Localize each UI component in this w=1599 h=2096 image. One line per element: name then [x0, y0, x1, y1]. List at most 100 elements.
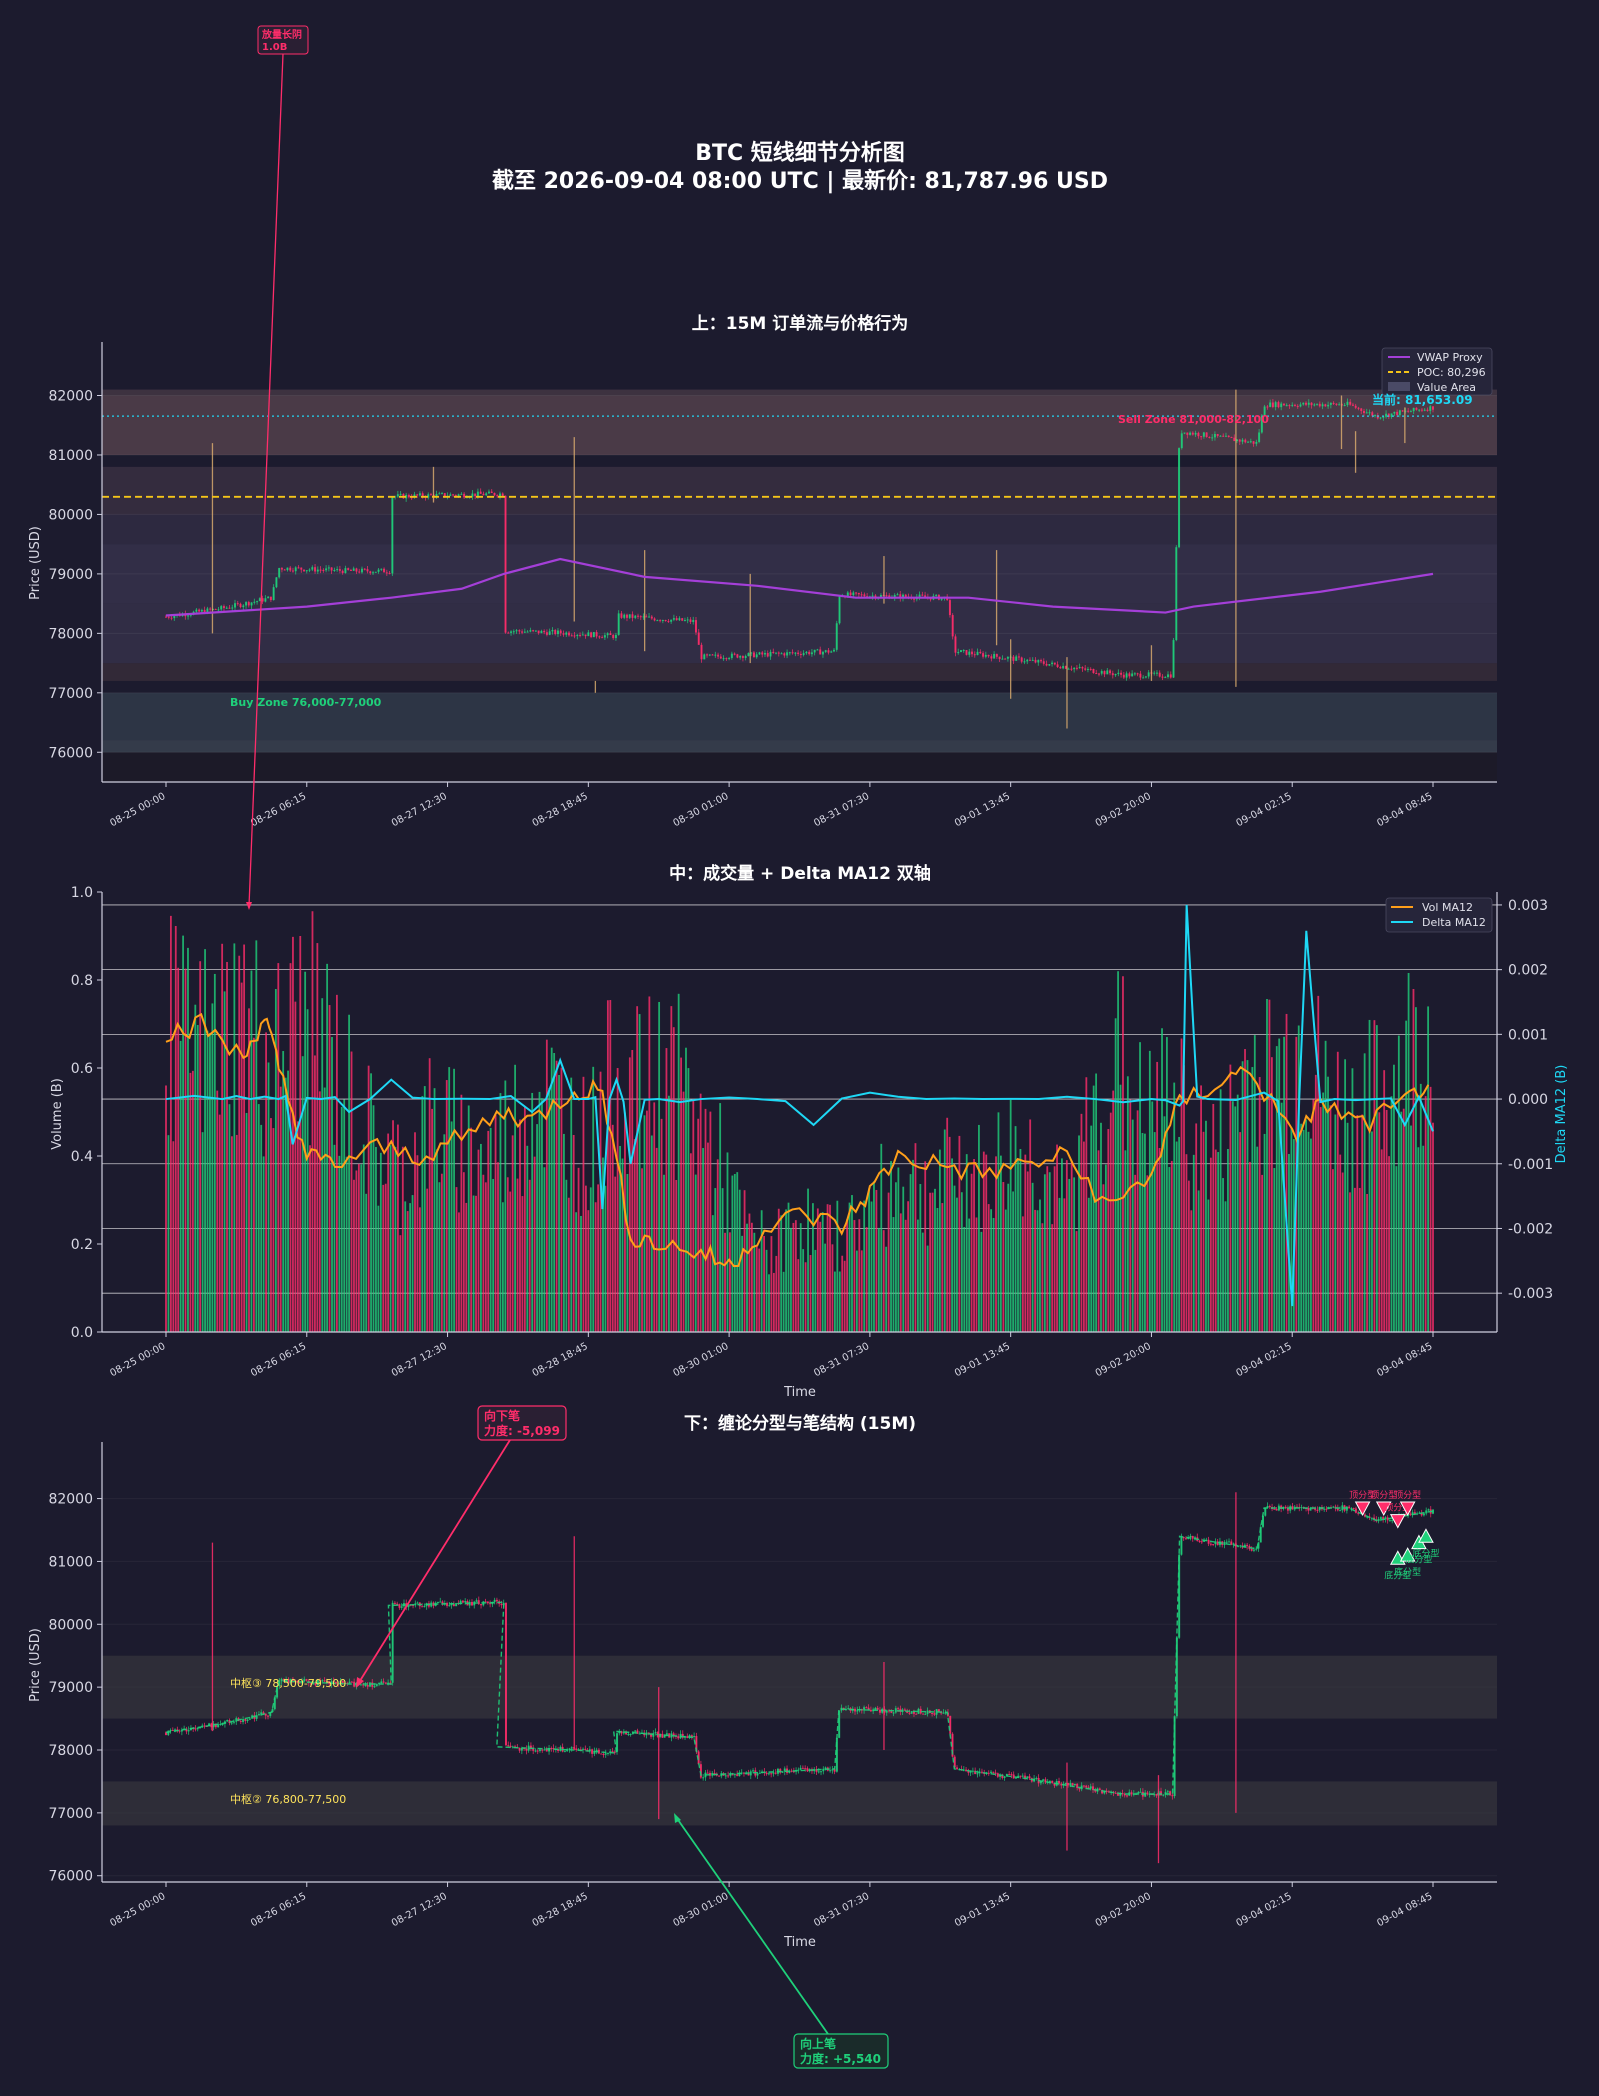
candle-body	[416, 1602, 419, 1604]
volume-bar	[194, 1004, 197, 1332]
volume-bar	[1046, 1166, 1049, 1332]
volume-bar	[1234, 1106, 1237, 1332]
candle-body	[623, 614, 626, 618]
candle-body	[867, 1707, 870, 1710]
candle-body	[499, 493, 502, 497]
volume-bar	[892, 1217, 895, 1332]
candle-body	[656, 620, 659, 622]
volume-bar	[851, 1195, 853, 1332]
candle-body	[636, 1730, 639, 1734]
candle-body	[1274, 402, 1277, 407]
candle-body	[815, 1769, 818, 1772]
candle-body	[264, 1713, 267, 1716]
candle-body	[170, 617, 173, 619]
candle-body	[316, 569, 319, 572]
candle-body	[1087, 1787, 1090, 1789]
volume-bar	[433, 1088, 436, 1332]
volume-bar	[794, 1220, 797, 1332]
candle-body	[1019, 1775, 1022, 1777]
volume-bar	[1148, 1050, 1151, 1332]
candle-body	[1262, 1515, 1265, 1527]
candle-body	[1040, 660, 1043, 662]
volume-bar	[790, 1227, 792, 1332]
candle-body	[1255, 441, 1258, 444]
candle-body	[416, 494, 419, 496]
volume-bar	[689, 1153, 692, 1332]
candle-body	[1332, 1506, 1335, 1508]
candle-body	[1146, 1792, 1149, 1795]
volume-bar	[877, 1227, 880, 1332]
candle-body	[654, 1732, 657, 1734]
candle-body	[1332, 402, 1335, 404]
candle-body	[391, 1602, 394, 1683]
volume-bar	[1212, 1103, 1215, 1332]
candle-body	[1122, 674, 1125, 678]
candle-body	[1291, 1506, 1294, 1510]
volume-bar	[675, 1179, 678, 1332]
volume-bar	[1173, 1082, 1176, 1332]
candle-body	[1075, 667, 1078, 669]
candle-body	[653, 618, 656, 621]
volume-bar	[338, 1155, 341, 1332]
candle-body	[1252, 1549, 1255, 1551]
candle-body	[804, 1768, 807, 1770]
candle-body	[200, 609, 203, 612]
candle-body	[305, 1679, 308, 1681]
volume-bar	[487, 1130, 490, 1332]
volume-bar	[929, 1192, 932, 1332]
candle-body	[806, 1768, 809, 1772]
volume-bar	[704, 1108, 707, 1332]
candle-body	[689, 619, 692, 622]
volume-bar	[1358, 1187, 1361, 1332]
candle-body	[931, 1713, 934, 1715]
candle-body	[570, 1747, 573, 1749]
candle-body	[1144, 676, 1147, 678]
candle-body	[500, 1603, 503, 1606]
volume-bar	[375, 1147, 377, 1332]
candle-body	[559, 1746, 562, 1751]
volume-bar	[455, 1187, 458, 1332]
candle-body	[489, 1603, 492, 1605]
candle-body	[1123, 1793, 1126, 1796]
volume-bar	[196, 1024, 199, 1332]
volume-bar	[350, 1051, 353, 1332]
candle-body	[459, 1600, 462, 1604]
panel2-legend: Vol MA12 Delta MA12	[1385, 897, 1493, 933]
candle-body	[831, 1769, 834, 1771]
candle-body	[374, 571, 377, 573]
candle-body	[697, 632, 700, 645]
candle-body	[380, 568, 383, 570]
volume-bar	[1351, 1068, 1354, 1332]
right-tick-label: 0.003	[1508, 898, 1548, 914]
volume-bar	[753, 1232, 756, 1332]
candle-body	[792, 1771, 795, 1773]
candle-body	[802, 653, 805, 655]
candle-body	[526, 631, 529, 633]
volume-bar	[438, 1182, 441, 1332]
candle-body	[209, 608, 212, 610]
volume-bar	[650, 1135, 653, 1332]
vwap-line	[165, 557, 1434, 617]
candle-body	[650, 616, 653, 619]
volume-bar	[682, 1091, 685, 1332]
volume-bar	[812, 1203, 814, 1332]
candle-body	[509, 1745, 512, 1747]
bottom-fractal-marker	[1399, 1547, 1416, 1562]
volume-bar	[187, 947, 189, 1332]
volume-bar	[577, 1167, 580, 1332]
candle-body	[1338, 404, 1341, 406]
candle-body	[1214, 1541, 1217, 1545]
volume-bar	[331, 1036, 333, 1332]
candle-body	[1260, 415, 1263, 433]
candle-body	[745, 1773, 748, 1775]
candle-body	[1427, 1509, 1430, 1511]
volume-bar	[587, 1210, 590, 1332]
candle-body	[1086, 668, 1089, 670]
candle-body	[1248, 1546, 1251, 1549]
value-area-band	[102, 514, 1497, 545]
volume-bar	[1075, 1231, 1078, 1332]
volume-bar	[514, 1064, 516, 1332]
candle-body	[1388, 1520, 1391, 1522]
candle-body	[1137, 1791, 1140, 1794]
volume-bar	[1048, 1172, 1051, 1332]
